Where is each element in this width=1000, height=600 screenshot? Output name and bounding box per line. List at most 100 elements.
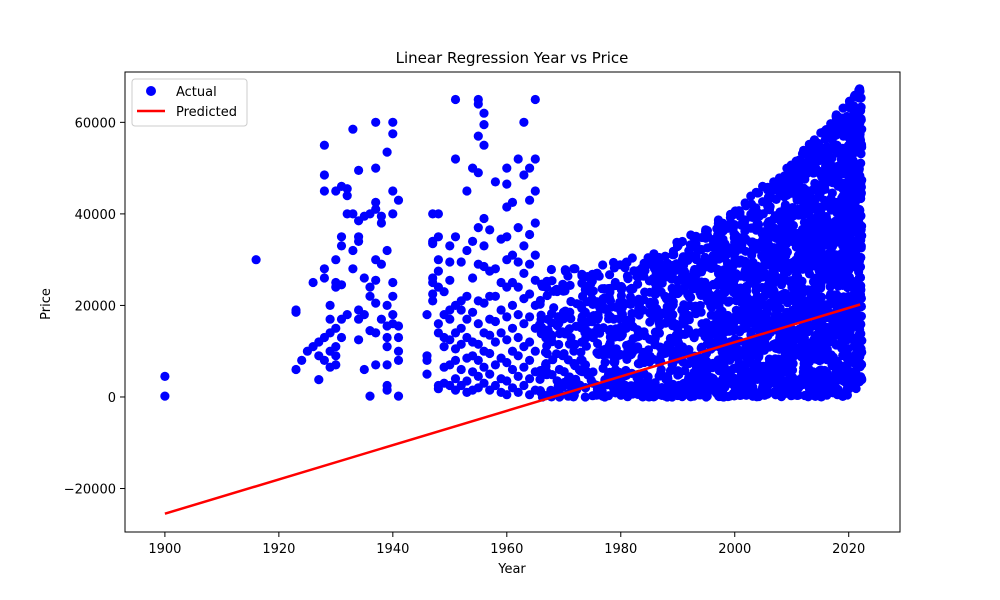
scatter-point — [673, 366, 683, 376]
scatter-point — [490, 360, 500, 370]
scatter-point — [838, 103, 848, 113]
scatter-point — [558, 382, 568, 392]
scatter-point — [393, 195, 404, 205]
scatter-point — [530, 94, 540, 105]
scatter-point — [654, 328, 665, 338]
scatter-point — [507, 364, 518, 375]
scatter-point — [433, 209, 443, 219]
scatter-point — [856, 281, 866, 291]
y-tick-label: −20000 — [64, 483, 116, 498]
scatter-point — [513, 387, 523, 397]
scatter-point — [525, 259, 535, 269]
scatter-point — [616, 281, 626, 292]
scatter-point — [342, 184, 352, 194]
scatter-point — [502, 232, 512, 242]
scatter-point — [780, 221, 790, 231]
scatter-point — [507, 250, 518, 260]
scatter-point — [565, 280, 575, 290]
scatter-point — [473, 168, 483, 178]
scatter-point — [632, 271, 642, 281]
scatter-point — [831, 171, 841, 181]
scatter-point — [547, 276, 557, 286]
scatter-point — [546, 332, 557, 342]
scatter-point — [753, 219, 764, 230]
scatter-point — [753, 188, 763, 198]
scatter-point — [588, 367, 598, 377]
scatter-point — [388, 291, 398, 301]
scatter-point — [808, 336, 818, 346]
scatter-point — [525, 195, 535, 205]
scatter-point — [622, 271, 633, 281]
scatter-point — [525, 163, 535, 173]
scatter-point — [837, 343, 847, 353]
scatter-point — [814, 303, 825, 313]
scatter-point — [764, 192, 774, 202]
scatter-point — [507, 323, 518, 333]
scatter-point — [331, 255, 341, 265]
scatter-point — [701, 392, 711, 402]
scatter-point — [774, 354, 784, 364]
scatter-point — [371, 298, 381, 308]
scatter-point — [319, 186, 329, 196]
scatter-point — [439, 342, 449, 352]
scatter-point — [319, 264, 329, 274]
line-layer — [164, 303, 861, 515]
scatter-point — [382, 245, 392, 256]
scatter-point — [680, 366, 690, 376]
scatter-point — [690, 234, 700, 245]
scatter-point — [836, 154, 846, 165]
scatter-point — [530, 250, 540, 260]
scatter-point — [513, 371, 523, 381]
scatter-point — [580, 360, 590, 370]
y-axis-title: Price — [39, 288, 54, 320]
scatter-point — [701, 227, 711, 237]
scatter-point — [586, 287, 596, 298]
scatter-point — [376, 211, 386, 221]
scatter-point — [342, 310, 352, 320]
scatter-point — [490, 316, 500, 327]
scatter-point — [354, 165, 364, 175]
plot-frame — [124, 71, 901, 533]
scatter-point — [684, 345, 694, 355]
scatter-point — [655, 342, 665, 352]
legend-label-predicted: Predicted — [176, 105, 237, 120]
scatter-point — [554, 339, 564, 350]
scatter-point — [382, 332, 392, 343]
scatter-point — [581, 341, 592, 351]
legend: Actual Predicted — [131, 78, 248, 127]
scatter-point — [819, 184, 830, 194]
scatter-point — [473, 131, 483, 141]
scatter-point — [308, 277, 318, 288]
scatter-point — [598, 260, 608, 270]
scatter-point — [382, 300, 392, 310]
scatter-point — [433, 266, 443, 276]
scatter-point — [485, 225, 495, 235]
x-tick-label: 1960 — [490, 542, 523, 557]
scatter-point — [700, 358, 710, 368]
scatter-point — [857, 175, 867, 185]
legend-box — [131, 78, 248, 127]
scatter-point — [569, 264, 579, 274]
scatter-point — [382, 360, 392, 370]
scatter-point — [354, 232, 364, 242]
scatter-point — [160, 371, 170, 381]
scatter-point — [513, 282, 523, 292]
scatter-point — [519, 117, 529, 127]
scatter-point — [563, 271, 573, 281]
scatter-point — [574, 300, 585, 310]
scatter-point — [765, 202, 775, 212]
scatter-point — [519, 241, 529, 251]
scatter-point — [797, 336, 807, 346]
scatter-point — [371, 117, 381, 127]
scatter-point — [365, 291, 375, 301]
y-tick-label: 0 — [108, 391, 116, 406]
scatter-point — [393, 346, 404, 356]
scatter-point — [821, 212, 831, 222]
scatter-point — [388, 117, 398, 127]
y-tick-label: 20000 — [75, 299, 116, 314]
scatter-point — [625, 284, 636, 294]
scatter-point — [479, 378, 489, 388]
scatter-point — [371, 163, 381, 173]
scatter-point — [336, 241, 347, 251]
x-tick-label: 1980 — [604, 542, 637, 557]
